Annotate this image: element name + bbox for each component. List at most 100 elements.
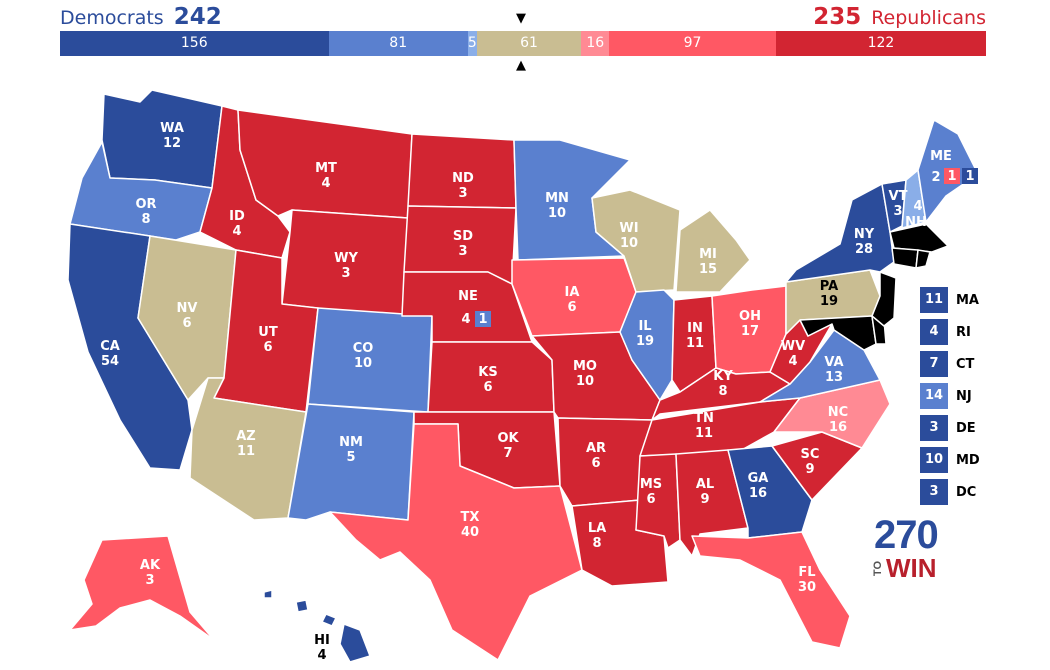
label-KS-ev: 6 bbox=[483, 380, 492, 395]
small-state-ev-box[interactable]: 3 bbox=[920, 479, 948, 505]
small-state-ev-box[interactable]: 3 bbox=[920, 415, 948, 441]
state-TX[interactable] bbox=[329, 423, 583, 661]
label-ID-abbr: ID bbox=[229, 209, 245, 224]
label-SD-abbr: SD bbox=[453, 229, 473, 244]
state-CT[interactable] bbox=[891, 247, 919, 269]
label-NY-ev: 28 bbox=[855, 242, 873, 257]
label-IA-ev: 6 bbox=[567, 300, 576, 315]
label-TX-abbr: TX bbox=[461, 510, 480, 525]
label-OR-ev: 8 bbox=[141, 212, 150, 227]
republicans-label: Republicans bbox=[871, 7, 986, 29]
label-TX-ev: 40 bbox=[461, 525, 479, 540]
label-WY-abbr: WY bbox=[334, 251, 358, 266]
state-NJ[interactable] bbox=[871, 271, 897, 327]
label-WI-abbr: WI bbox=[619, 221, 638, 236]
democrats-label: Democrats bbox=[60, 7, 164, 29]
label-ME-ev: 2 bbox=[931, 170, 940, 185]
republicans-ev-total: 235 bbox=[813, 4, 862, 30]
state-MI[interactable] bbox=[675, 209, 751, 293]
logo-number: 270 bbox=[874, 513, 939, 557]
label-NC-ev: 16 bbox=[829, 420, 847, 435]
label-OK-abbr: OK bbox=[497, 431, 519, 446]
tally-segment-tossup: 61 bbox=[476, 31, 582, 56]
small-state-DE[interactable]: 3 DE bbox=[920, 415, 980, 441]
label-MN-ev: 10 bbox=[548, 206, 566, 221]
label-NM-abbr: NM bbox=[339, 435, 363, 450]
tally-segment-safe-rep: 122 bbox=[775, 31, 986, 56]
label-HI-ev: 4 bbox=[317, 648, 326, 663]
district-box-NE2[interactable] bbox=[475, 311, 491, 327]
label-FL-abbr: FL bbox=[798, 565, 815, 580]
label-OH-abbr: OH bbox=[739, 309, 761, 324]
label-PA-abbr: PA bbox=[820, 279, 838, 294]
district-ev-NE2: 1 bbox=[478, 312, 487, 327]
small-state-MD[interactable]: 10 MD bbox=[920, 447, 980, 473]
district-box-ME2[interactable] bbox=[962, 168, 978, 184]
small-state-CT[interactable]: 7 CT bbox=[920, 351, 980, 377]
label-AR-abbr: AR bbox=[586, 441, 606, 456]
district-box-ME1[interactable] bbox=[944, 168, 960, 184]
label-CA-abbr: CA bbox=[100, 339, 120, 354]
state-MA[interactable] bbox=[889, 223, 949, 253]
small-state-ev-box[interactable]: 7 bbox=[920, 351, 948, 377]
small-state-ev-box[interactable]: 4 bbox=[920, 319, 948, 345]
small-state-ev-box[interactable]: 10 bbox=[920, 447, 948, 473]
label-NH-ev: 4 bbox=[913, 199, 922, 214]
label-HI-abbr: HI bbox=[314, 633, 330, 648]
label-IN-ev: 11 bbox=[686, 336, 704, 351]
label-VA-abbr: VA bbox=[824, 355, 843, 370]
label-ME-abbr: ME bbox=[930, 149, 952, 164]
label-SC-abbr: SC bbox=[801, 447, 820, 462]
label-AK-ev: 3 bbox=[145, 573, 154, 588]
state-FL[interactable] bbox=[691, 531, 851, 649]
label-ID-ev: 4 bbox=[232, 224, 241, 239]
state-HI[interactable] bbox=[295, 599, 309, 613]
democrats-total-header: Democrats 242 bbox=[60, 4, 222, 31]
small-state-label: DE bbox=[956, 420, 976, 436]
state-HI[interactable] bbox=[321, 613, 337, 627]
label-WA-ev: 12 bbox=[163, 136, 181, 151]
label-MI-abbr: MI bbox=[699, 247, 717, 262]
district-ev-ME2: 1 bbox=[965, 169, 974, 184]
label-IN-abbr: IN bbox=[687, 321, 703, 336]
majority-marker-bottom-icon: ▲ bbox=[516, 58, 526, 73]
small-state-ev-box[interactable]: 11 bbox=[920, 287, 948, 313]
label-PA-ev: 19 bbox=[820, 294, 838, 309]
state-AK[interactable] bbox=[69, 535, 215, 641]
label-AL-abbr: AL bbox=[696, 477, 714, 492]
label-NV-ev: 6 bbox=[182, 316, 191, 331]
logo-to: TO bbox=[872, 561, 884, 577]
label-MN-abbr: MN bbox=[545, 191, 569, 206]
label-FL-ev: 30 bbox=[798, 580, 816, 595]
small-state-label: CT bbox=[956, 356, 975, 372]
state-NY[interactable] bbox=[785, 183, 895, 283]
state-HI[interactable] bbox=[339, 623, 371, 663]
small-states-list: 11 MA 4 RI 7 CT 14 NJ 3 DE 10 MD 3 DC bbox=[920, 287, 980, 511]
label-MO-ev: 10 bbox=[576, 374, 594, 389]
state-OR[interactable] bbox=[69, 141, 213, 241]
republicans-total-header: 235 Republicans bbox=[813, 4, 986, 31]
small-state-DC[interactable]: 3 DC bbox=[920, 479, 980, 505]
small-state-label: DC bbox=[956, 484, 977, 500]
small-state-MA[interactable]: 11 MA bbox=[920, 287, 980, 313]
label-IA-abbr: IA bbox=[565, 285, 580, 300]
label-OH-ev: 17 bbox=[741, 324, 759, 339]
small-state-RI[interactable]: 4 RI bbox=[920, 319, 980, 345]
label-GA-ev: 16 bbox=[749, 486, 767, 501]
small-state-NJ[interactable]: 14 NJ bbox=[920, 383, 980, 409]
label-NC-abbr: NC bbox=[828, 405, 848, 420]
label-KS-abbr: KS bbox=[478, 365, 497, 380]
label-IL-ev: 19 bbox=[636, 334, 654, 349]
label-VT-ev: 3 bbox=[893, 204, 902, 219]
tally-segment-safe-dem: 156 bbox=[60, 31, 329, 56]
small-state-ev-box[interactable]: 14 bbox=[920, 383, 948, 409]
label-MS-abbr: MS bbox=[640, 477, 662, 492]
label-AZ-abbr: AZ bbox=[236, 429, 256, 444]
label-OR-abbr: OR bbox=[135, 197, 156, 212]
state-HI[interactable] bbox=[263, 589, 273, 599]
state-RI[interactable] bbox=[915, 249, 931, 269]
label-NV-abbr: NV bbox=[177, 301, 198, 316]
label-WV-ev: 4 bbox=[788, 354, 797, 369]
state-IL[interactable] bbox=[619, 289, 675, 401]
